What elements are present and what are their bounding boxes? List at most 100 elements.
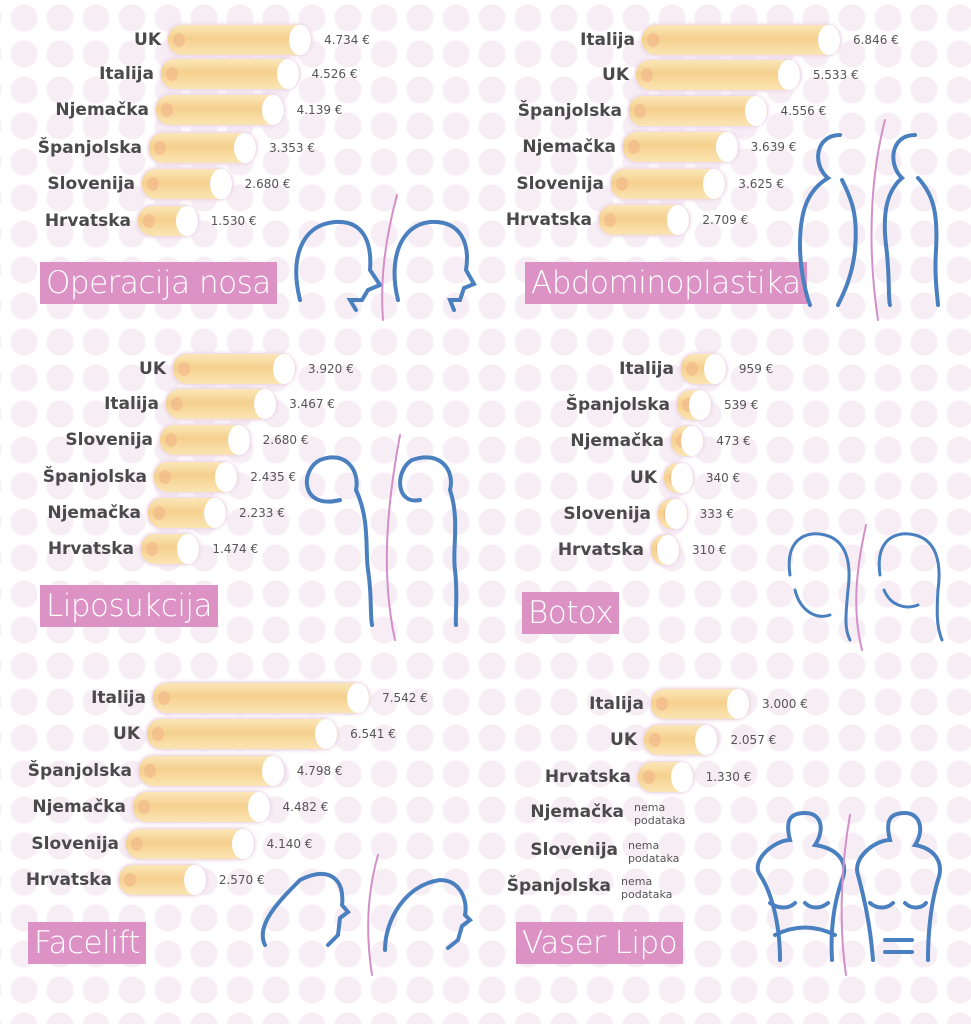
bar-njemačka — [155, 94, 285, 126]
bar-njemačka — [147, 497, 228, 529]
bar-hrvatska — [137, 205, 199, 237]
divider-line — [840, 814, 851, 976]
category-label: Slovenija — [563, 504, 651, 524]
bar-hrvatska — [598, 204, 691, 236]
bar-njemačka — [622, 131, 739, 163]
bar-italija — [152, 682, 371, 714]
category-label: Slovenija — [31, 834, 119, 854]
category-label: UK — [139, 359, 166, 379]
face-before-icon — [787, 532, 852, 642]
value-label: 4.556 € — [780, 104, 827, 118]
abdomen-after-icon — [882, 133, 940, 307]
category-label: UK — [134, 30, 161, 50]
value-label: 3.920 € — [307, 362, 354, 376]
value-label: 1.474 € — [212, 542, 259, 556]
face-profile-after-icon — [383, 877, 474, 952]
bar-španjolska — [138, 755, 285, 787]
category-label: Njemačka — [530, 802, 624, 822]
value-label: 959 € — [738, 362, 774, 376]
abdomen-before-icon — [797, 133, 858, 307]
divider-line — [855, 524, 867, 651]
torso-before-icon — [755, 810, 846, 962]
value-label: 539 € — [724, 398, 759, 412]
value-label: 4.140 € — [266, 837, 313, 851]
title-liposukcija: Liposukcija — [40, 585, 219, 627]
category-label: Italija — [91, 688, 146, 708]
category-label: Italija — [619, 359, 674, 379]
value-label: 4.482 € — [282, 800, 329, 814]
bar-španjolska — [153, 461, 239, 493]
value-label: 3.625 € — [738, 177, 785, 191]
value-label: 2.680 € — [262, 433, 309, 447]
category-label: Njemačka — [55, 100, 149, 120]
category-label: UK — [630, 468, 657, 488]
value-label: 3.000 € — [762, 697, 808, 711]
value-label: 2.570 € — [218, 873, 265, 887]
value-label: 4.734 € — [324, 33, 370, 47]
category-label: Slovenija — [516, 174, 604, 194]
category-label: Slovenija — [47, 174, 135, 194]
value-label: 340 € — [705, 471, 741, 485]
divider-line — [870, 119, 886, 321]
category-label: Španjolska — [517, 101, 622, 121]
category-label: Italija — [589, 694, 644, 714]
bar-italija — [641, 24, 841, 56]
bar-hrvatska — [140, 533, 201, 565]
value-label: 4.798 € — [296, 764, 343, 778]
category-label: Španjolska — [565, 395, 670, 415]
category-label: Slovenija — [530, 840, 618, 860]
bar-španjolska — [676, 389, 712, 421]
value-label: 2.709 € — [702, 213, 749, 227]
divider-line — [385, 434, 401, 641]
bar-španjolska — [148, 132, 258, 164]
category-label: Italija — [580, 30, 635, 50]
nose-profile-before-icon — [294, 219, 384, 312]
bar-uk — [635, 59, 801, 91]
divider-line — [367, 854, 379, 976]
bar-slovenija — [141, 168, 233, 200]
category-label: Njemačka — [47, 503, 141, 523]
value-label: 473 € — [716, 434, 751, 448]
title-facelift: Facelift — [28, 922, 146, 964]
category-label: Hrvatska — [505, 210, 592, 230]
value-label: 4.139 € — [296, 103, 343, 117]
body-profile-before-icon — [305, 455, 374, 627]
face-profile-before-icon — [260, 872, 351, 947]
bar-hrvatska — [650, 534, 681, 566]
bar-hrvatska — [118, 864, 207, 896]
nose-profile-after-icon — [392, 219, 477, 312]
body-profile-after-icon — [398, 455, 459, 627]
bar-slovenija — [125, 828, 255, 860]
torso-after-icon — [855, 810, 942, 962]
value-label: 2.435 € — [250, 470, 297, 484]
title-vaser-lipo: Vaser Lipo — [516, 922, 684, 964]
category-label: Njemačka — [522, 137, 616, 157]
bar-italija — [650, 688, 750, 720]
bar-uk — [146, 718, 339, 750]
category-label: Španjolska — [506, 876, 611, 896]
bar-uk — [663, 462, 694, 494]
category-label: Slovenija — [65, 430, 153, 450]
bar-italija — [680, 353, 727, 385]
category-label: Hrvatska — [544, 767, 631, 787]
value-label: 2.057 € — [730, 733, 777, 747]
category-label: Njemačka — [32, 797, 126, 817]
bar-njemačka — [670, 425, 705, 457]
bar-italija — [160, 58, 300, 90]
category-label: UK — [610, 730, 637, 750]
value-label: 5.533 € — [812, 68, 859, 82]
category-label: Hrvatska — [25, 870, 112, 890]
category-label: Hrvatska — [44, 211, 131, 231]
category-label: Španjolska — [42, 467, 147, 487]
face-after-icon — [877, 532, 944, 642]
value-label: 333 € — [699, 507, 735, 521]
bar-španjolska — [628, 95, 769, 127]
bar-njemačka — [132, 791, 271, 823]
no-data-label: nema podataka — [621, 875, 673, 901]
category-label: UK — [602, 65, 629, 85]
bar-slovenija — [610, 168, 727, 200]
category-label: Hrvatska — [47, 539, 134, 559]
divider-line — [381, 194, 398, 321]
bar-italija — [165, 388, 278, 420]
category-label: Italija — [104, 394, 159, 414]
